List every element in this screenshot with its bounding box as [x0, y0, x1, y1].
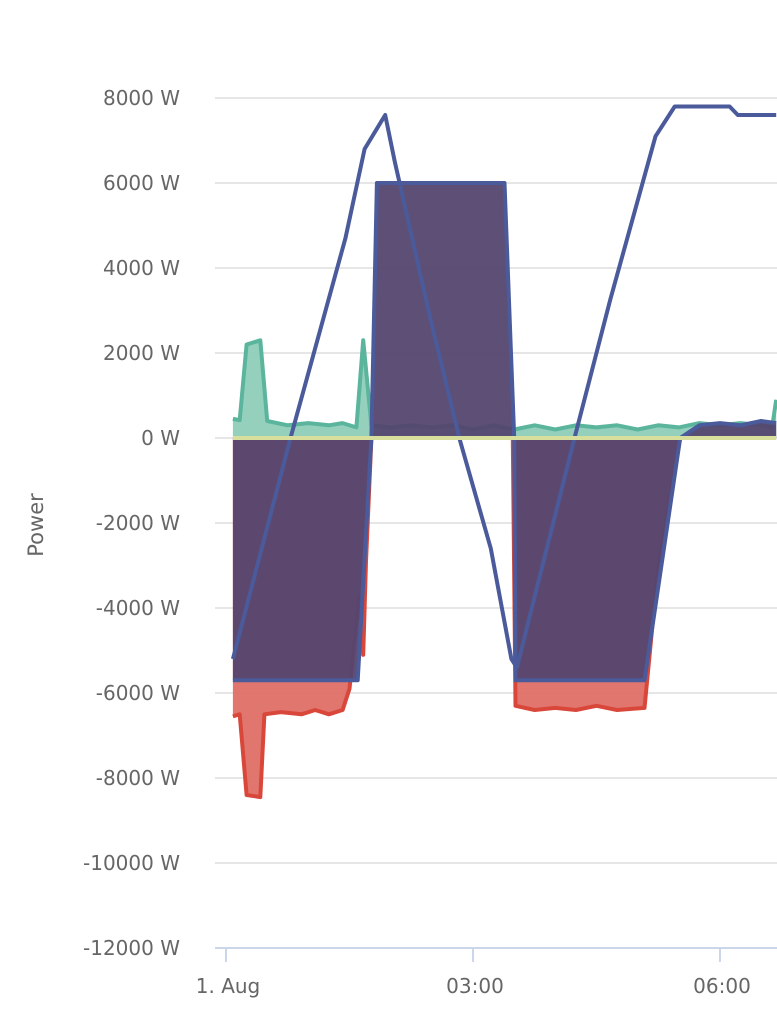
- x-axis: 1. Aug 03:00 06:00: [196, 947, 777, 998]
- y-tick-label: -12000 W: [83, 936, 180, 960]
- y-tick-label: -2000 W: [96, 511, 180, 535]
- y-tick-label: 2000 W: [103, 341, 180, 365]
- plot-area: [230, 104, 777, 800]
- y-tick-label: -4000 W: [96, 596, 180, 620]
- series-0-line: [232, 436, 683, 800]
- y-tick-label: 4000 W: [103, 256, 180, 280]
- series-2-area: [232, 183, 777, 681]
- series-2-line: [232, 181, 777, 683]
- x-tick-label: 1. Aug: [196, 974, 261, 998]
- y-tick-label: -6000 W: [96, 681, 180, 705]
- y-tick-label: 6000 W: [103, 171, 180, 195]
- y-tick-label: 0 W: [141, 426, 180, 450]
- y-axis: 8000 W 6000 W 4000 W 2000 W 0 W -2000 W -4000 …: [83, 86, 180, 960]
- x-tick-label: 03:00: [446, 974, 504, 998]
- y-tick-label: 8000 W: [103, 86, 180, 110]
- x-tick-label: 06:00: [693, 974, 751, 998]
- y-tick-label: -8000 W: [96, 766, 180, 790]
- y-axis-title: Power: [24, 493, 48, 557]
- series-3-line: [230, 104, 777, 670]
- y-tick-label: -10000 W: [83, 851, 180, 875]
